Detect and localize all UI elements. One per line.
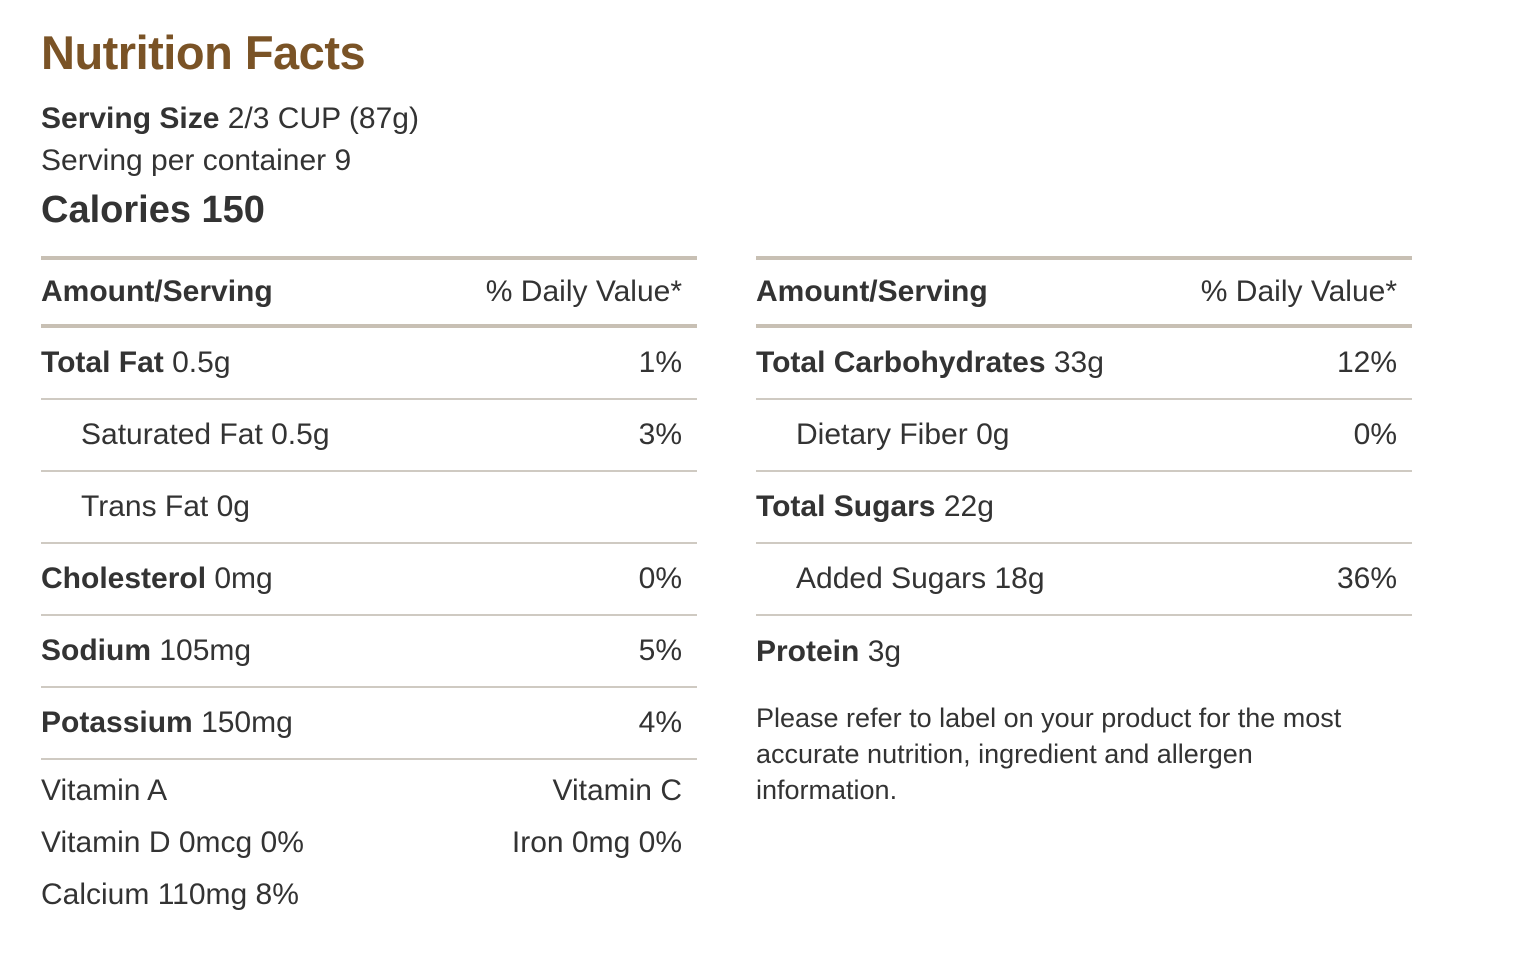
nutrient-name: Added Sugars — [796, 562, 987, 595]
nutrient-row-dietary-fiber: Dietary Fiber 0g 0% — [756, 400, 1412, 472]
nutrient-name: Dietary Fiber — [796, 418, 968, 451]
nutrient-dv: 5% — [638, 634, 682, 667]
nutrient-amount: 0.5g — [271, 418, 330, 451]
vitamin-d: Vitamin D 0mcg 0% — [41, 826, 304, 859]
nutrient-name: Total Carbohydrates — [756, 346, 1046, 379]
nutrient-amount: 105mg — [159, 634, 252, 667]
iron: Iron 0mg 0% — [511, 826, 682, 859]
disclaimer-text: Please refer to label on your product fo… — [756, 703, 1342, 805]
nutrient-dv: 3% — [638, 418, 682, 451]
nutrient-name: Cholesterol — [41, 562, 207, 595]
nutrient-amount: 18g — [994, 562, 1045, 595]
nutrient-row-saturated-fat: Saturated Fat 0.5g 3% — [41, 400, 697, 472]
nutrient-name: Trans Fat — [81, 490, 209, 523]
calcium: Calcium 110mg 8% — [41, 878, 299, 911]
nutrient-row-potassium: Potassium 150mg 4% — [41, 688, 697, 760]
nutrient-amount: 150mg — [201, 706, 293, 739]
nutrient-amount: 0mg — [214, 562, 273, 595]
nutrient-row-total-fat: Total Fat 0.5g 1% — [41, 328, 697, 400]
nutrient-name: Total Sugars — [756, 490, 936, 523]
nutrient-row-protein: Protein 3g — [756, 616, 1412, 688]
nutrient-amount: 22g — [943, 490, 994, 523]
nutrient-name: Protein — [756, 635, 860, 668]
table-header: Amount/Serving % Daily Value* — [41, 256, 697, 328]
nutrient-row-sodium: Sodium 105mg 5% — [41, 616, 697, 688]
serving-size-label: Serving Size — [41, 102, 220, 135]
nutrient-table-right: Amount/Serving % Daily Value* Total Carb… — [756, 256, 1412, 808]
vitamin-a: Vitamin A — [41, 774, 168, 807]
nutrient-table-left: Amount/Serving % Daily Value* Total Fat … — [41, 256, 697, 914]
nutrient-amount: 0g — [216, 490, 250, 523]
nutrient-row-total-sugars: Total Sugars 22g — [756, 472, 1412, 544]
nutrient-name: Potassium — [41, 706, 193, 739]
nutrient-dv: 4% — [638, 706, 682, 739]
table-header: Amount/Serving % Daily Value* — [756, 256, 1412, 328]
nutrient-row-cholesterol: Cholesterol 0mg 0% — [41, 544, 697, 616]
amount-header: Amount/Serving — [756, 275, 988, 308]
servings-per-container: Serving per container 9 — [41, 144, 352, 177]
nutrient-dv: 0% — [638, 562, 682, 595]
nutrient-amount: 0g — [976, 418, 1010, 451]
nutrient-dv: 1% — [638, 346, 682, 379]
daily-value-header: % Daily Value* — [1200, 275, 1397, 308]
serving-size-value: 2/3 CUP (87g) — [227, 102, 419, 135]
daily-value-header: % Daily Value* — [485, 275, 682, 308]
nutrient-name: Sodium — [41, 634, 151, 667]
vitamins-minerals: Vitamin A Vitamin C Vitamin D 0mcg 0% Ir… — [41, 760, 697, 914]
nutrient-dv: 36% — [1336, 562, 1397, 595]
amount-header: Amount/Serving — [41, 275, 273, 308]
calories: Calories 150 — [41, 189, 265, 231]
nutrient-dv: 0% — [1353, 418, 1397, 451]
nutrient-dv: 12% — [1336, 346, 1397, 379]
nutrient-name: Total Fat — [41, 346, 164, 379]
page-title: Nutrition Facts — [41, 26, 366, 79]
nutrient-row-added-sugars: Added Sugars 18g 36% — [756, 544, 1412, 616]
serving-size: Serving Size 2/3 CUP (87g) — [41, 100, 419, 138]
nutrient-name: Saturated Fat — [81, 418, 263, 451]
nutrient-amount: 3g — [867, 635, 902, 668]
vitamin-c: Vitamin C — [552, 774, 683, 807]
nutrient-row-trans-fat: Trans Fat 0g — [41, 472, 697, 544]
nutrient-amount: 33g — [1053, 346, 1104, 379]
nutrient-amount: 0.5g — [172, 346, 231, 379]
nutrient-row-total-carbohydrates: Total Carbohydrates 33g 12% — [756, 328, 1412, 400]
